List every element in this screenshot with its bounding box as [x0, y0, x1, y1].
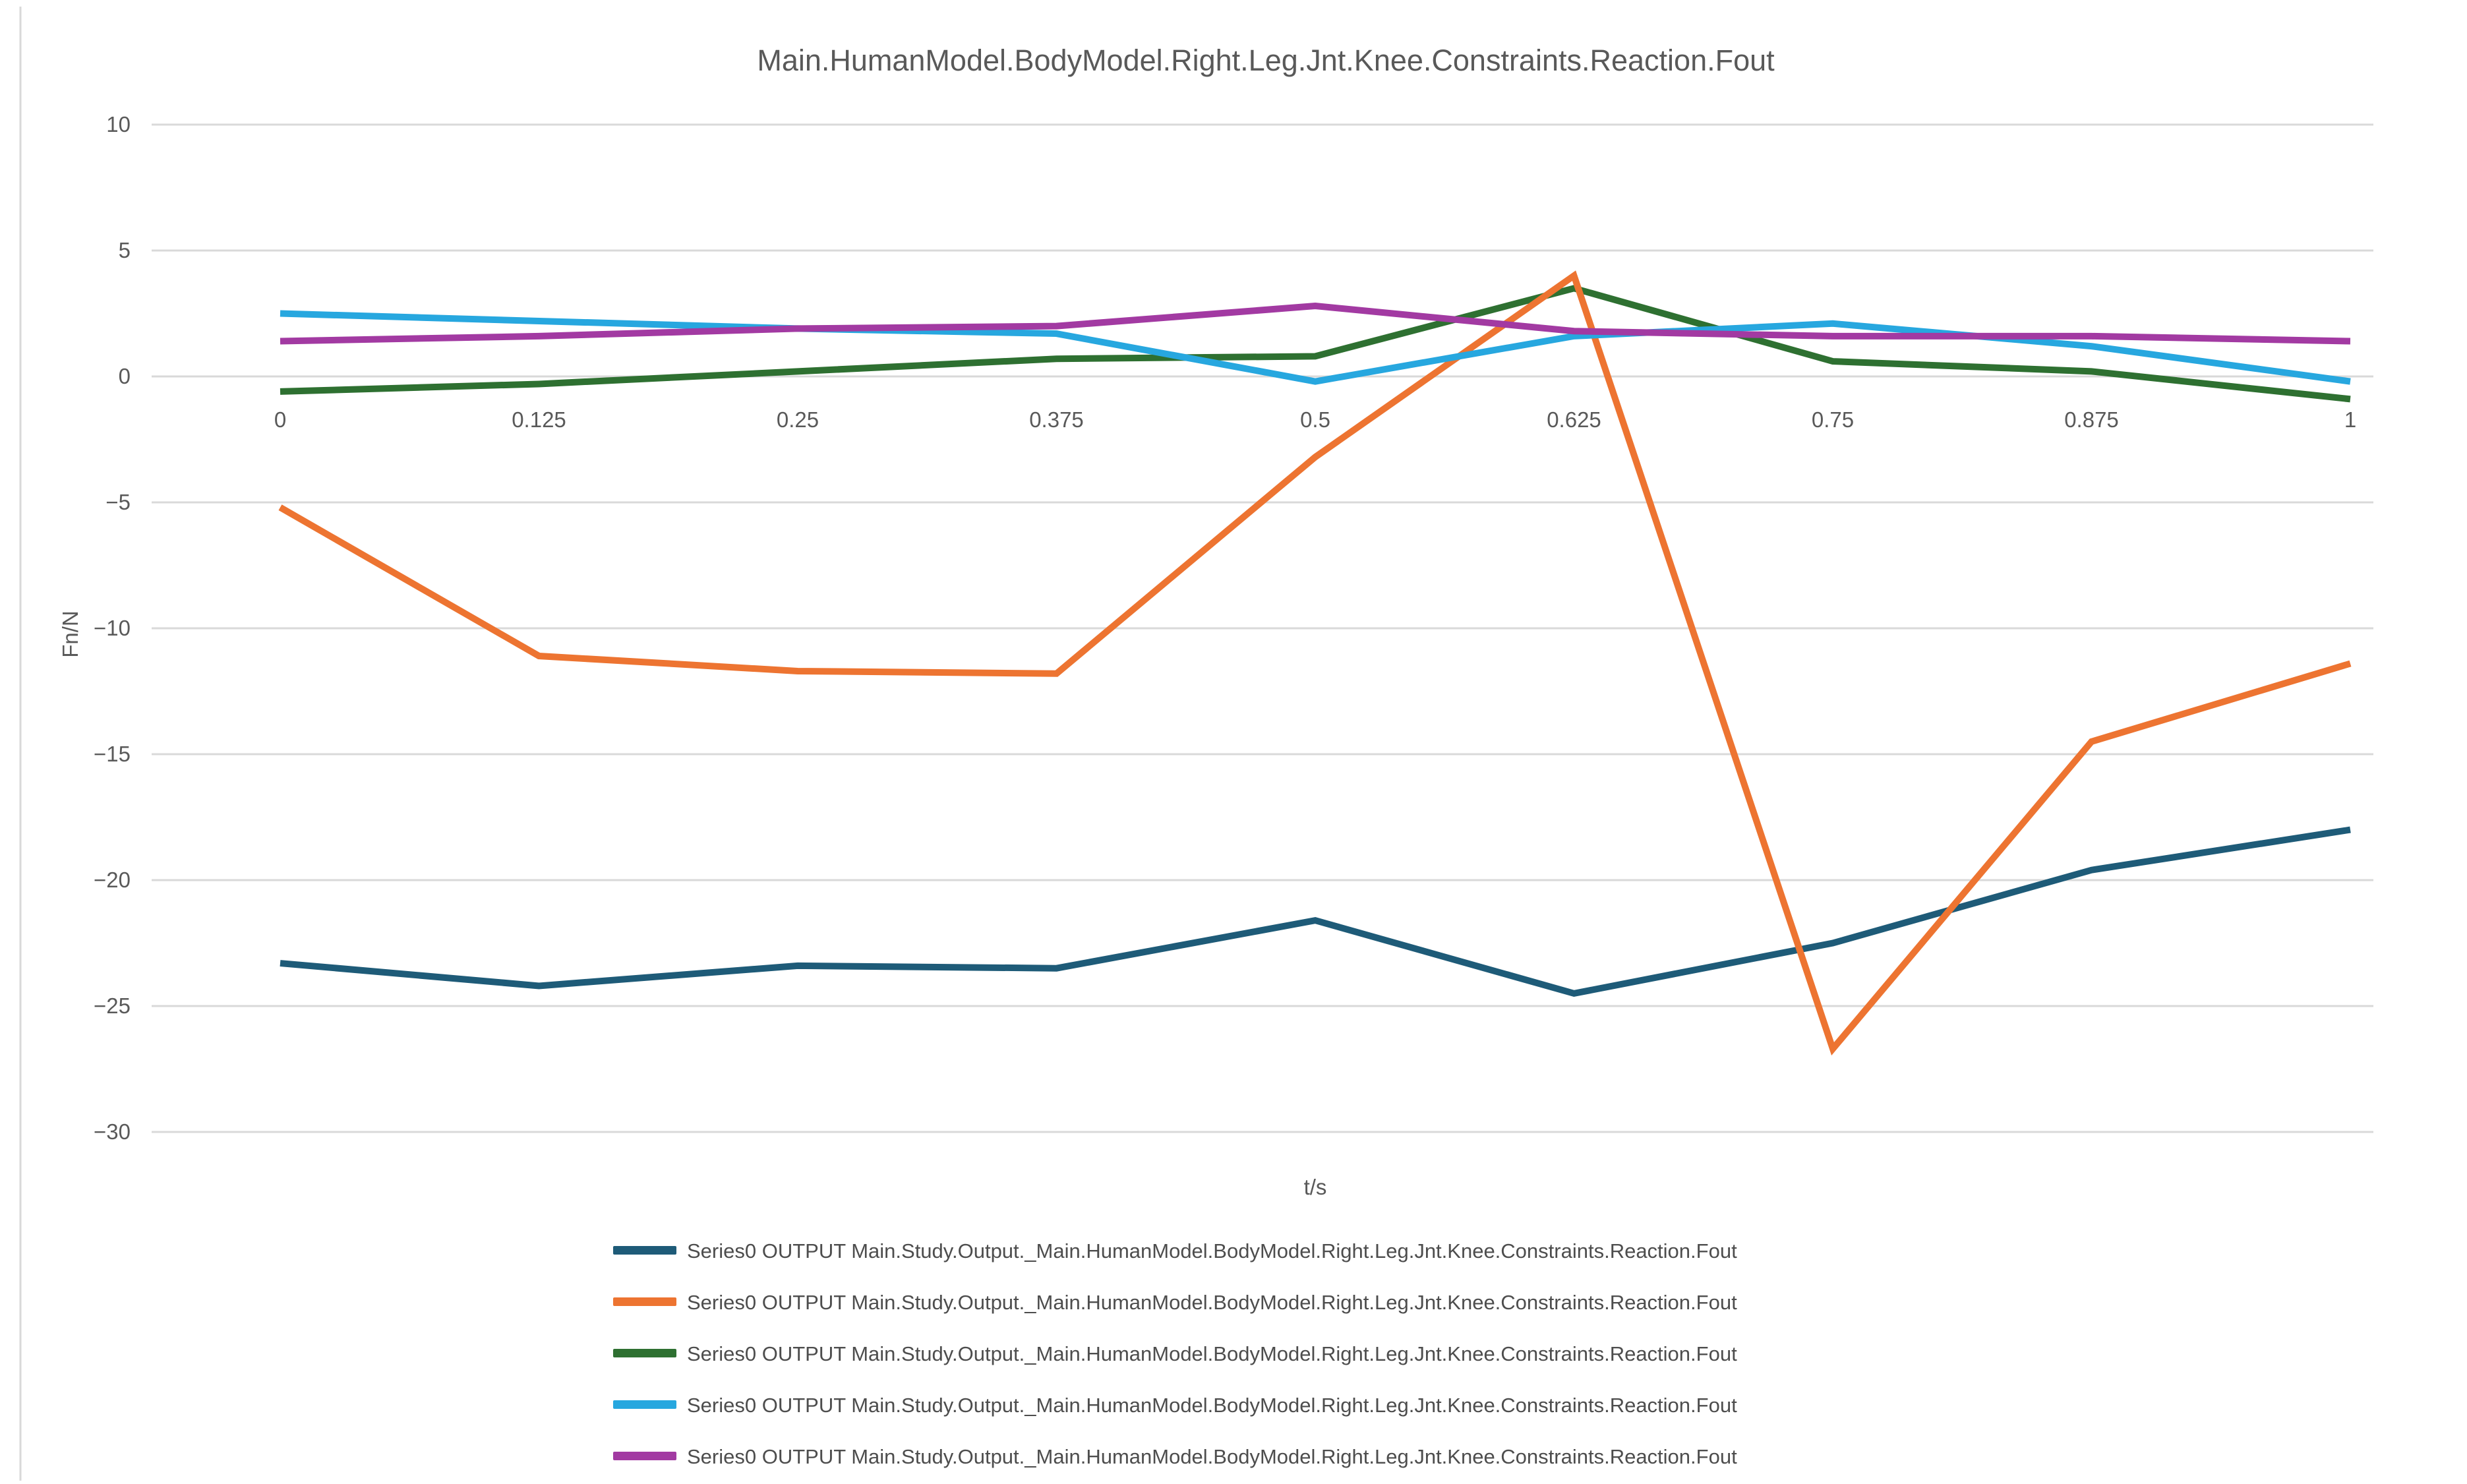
y-axis-tick-label: 5: [119, 238, 131, 262]
legend-row: Series0 OUTPUT Main.Study.Output._Main.H…: [613, 1291, 1737, 1314]
legend-swatch-series0-icon: [613, 1246, 676, 1255]
legend-swatch-series3-icon: [613, 1400, 676, 1409]
y-axis-tick-label: 10: [106, 112, 131, 136]
legend-swatch-series2-icon: [613, 1349, 676, 1357]
legend-swatch-series1-icon: [613, 1297, 676, 1306]
legend-row: Series0 OUTPUT Main.Study.Output._Main.H…: [613, 1394, 1737, 1417]
y-axis-tick-label: 0: [119, 364, 131, 388]
x-axis-tick-label: 0.375: [1029, 407, 1084, 432]
series-line-2: [280, 285, 2351, 403]
legend-row: Series0 OUTPUT Main.Study.Output._Main.H…: [613, 1342, 1737, 1365]
y-axis-tick-label: −30: [94, 1119, 131, 1144]
series-line-1: [278, 270, 2352, 1055]
x-axis-tick-label: 1: [2344, 407, 2356, 432]
series-line-0: [280, 826, 2351, 997]
legend-swatch-series4-icon: [613, 1452, 676, 1460]
x-axis-tick-label: 0.875: [2064, 407, 2119, 432]
legend-label-series4: Series0 OUTPUT Main.Study.Output._Main.H…: [687, 1445, 1737, 1468]
y-axis-title: Fn/N: [58, 610, 82, 658]
y-axis-tick-label: −25: [94, 994, 131, 1018]
chart-title: Main.HumanModel.BodyModel.Right.Leg.Jnt.…: [757, 44, 1775, 77]
x-axis-tick-labels: 0 0.125 0.25 0.375 0.5 0.625 0.75 0.875 1: [274, 407, 2356, 432]
x-axis-tick-label: 0: [274, 407, 286, 432]
legend: Series0 OUTPUT Main.Study.Output._Main.H…: [613, 1239, 1737, 1468]
legend-label-series2: Series0 OUTPUT Main.Study.Output._Main.H…: [687, 1342, 1737, 1365]
y-axis-tick-label: −10: [94, 616, 131, 640]
x-axis-tick-label: 0.75: [1812, 407, 1854, 432]
legend-row: Series0 OUTPUT Main.Study.Output._Main.H…: [613, 1445, 1737, 1468]
legend-row: Series0 OUTPUT Main.Study.Output._Main.H…: [613, 1239, 1737, 1262]
y-axis-tick-label: −5: [105, 490, 131, 514]
x-axis-tick-label: 0.5: [1300, 407, 1330, 432]
series-line-4: [280, 303, 2351, 345]
legend-label-series0: Series0 OUTPUT Main.Study.Output._Main.H…: [687, 1239, 1737, 1262]
x-axis-title: t/s: [1304, 1175, 1327, 1199]
x-axis-tick-label: 0.125: [512, 407, 566, 432]
legend-label-series3: Series0 OUTPUT Main.Study.Output._Main.H…: [687, 1394, 1737, 1417]
legend-label-series1: Series0 OUTPUT Main.Study.Output._Main.H…: [687, 1291, 1737, 1314]
x-axis-tick-label: 0.625: [1547, 407, 1601, 432]
y-axis-tick-label: −20: [94, 868, 131, 892]
x-axis-tick-label: 0.25: [777, 407, 819, 432]
y-axis-tick-label: −15: [94, 742, 131, 766]
y-axis-tick-labels: 10 5 0 −5 −10 −15 −20 −25 −30: [94, 112, 131, 1144]
series-lines: [278, 270, 2352, 1055]
